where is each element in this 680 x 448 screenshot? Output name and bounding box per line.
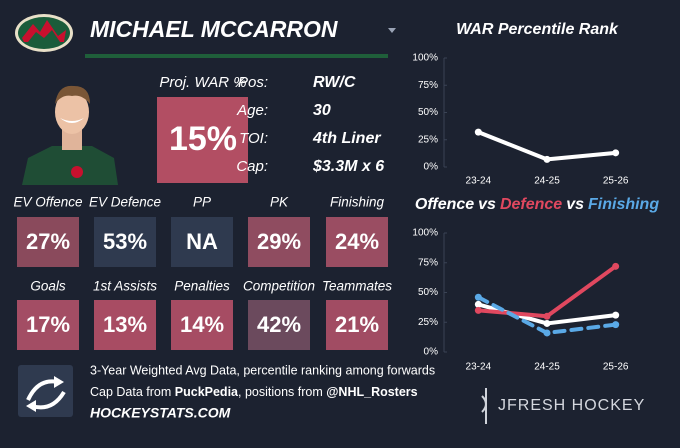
x-tick-label: 25-26 bbox=[603, 176, 629, 187]
info-label: Pos: bbox=[238, 74, 268, 91]
stat-box bbox=[171, 300, 233, 350]
point bbox=[612, 311, 620, 319]
player-name: MICHAEL MCCARRON bbox=[90, 16, 338, 42]
info-label: Cap: bbox=[236, 158, 268, 175]
stat-value: 29% bbox=[257, 229, 301, 254]
x-tick-label: 23-24 bbox=[466, 362, 492, 373]
stat-label: PK bbox=[270, 195, 289, 210]
footer-site: HOCKEYSTATS.COM bbox=[90, 405, 231, 421]
stat-label: Finishing bbox=[330, 195, 385, 210]
y-tick-label: 25% bbox=[418, 134, 438, 145]
legend-entry: Finishing bbox=[588, 196, 659, 213]
info-value: $3.3M x 6 bbox=[312, 158, 384, 175]
stat-value: 21% bbox=[335, 312, 379, 337]
dropdown-arrow[interactable] bbox=[388, 28, 396, 33]
info-value: 4th Liner bbox=[312, 130, 381, 147]
stat-label: Teammates bbox=[322, 279, 392, 294]
stat-box bbox=[94, 217, 156, 267]
footer-icon bbox=[18, 365, 73, 417]
stat-box bbox=[94, 300, 156, 350]
credit-part: @NHL_Rosters bbox=[326, 385, 417, 399]
point bbox=[543, 155, 551, 163]
team-logo bbox=[15, 14, 73, 52]
stat-label: Competition bbox=[243, 279, 315, 294]
stat-label: 1st Assists bbox=[93, 279, 157, 294]
credit-part: , positions from bbox=[238, 385, 326, 399]
y-tick-label: 100% bbox=[412, 228, 438, 239]
stat-box bbox=[17, 300, 79, 350]
point bbox=[474, 306, 482, 314]
stat-value: 27% bbox=[26, 229, 70, 254]
stat-value: 53% bbox=[103, 229, 147, 254]
x-tick-label: 23-24 bbox=[466, 176, 492, 187]
point bbox=[612, 321, 620, 329]
info-label: TOI: bbox=[239, 130, 268, 147]
stat-label: Penalties bbox=[174, 279, 230, 294]
x-tick-label: 24-25 bbox=[534, 176, 560, 187]
point bbox=[474, 128, 482, 136]
chart-title: WAR Percentile Rank bbox=[456, 21, 619, 38]
point bbox=[543, 319, 551, 327]
stat-label: PP bbox=[193, 195, 211, 210]
point bbox=[543, 312, 551, 320]
point bbox=[543, 329, 551, 337]
stat-value: 14% bbox=[180, 312, 224, 337]
legend-entry: Offence bbox=[415, 196, 474, 213]
y-tick-label: 75% bbox=[418, 257, 438, 268]
stat-grid: EV Offence 27% EV Defence 53% PP NA PK 29% Finis… bbox=[13, 195, 392, 350]
info-label: Age: bbox=[236, 102, 268, 119]
underline bbox=[85, 54, 388, 58]
brand-name: JFRESH HOCKEY bbox=[498, 397, 645, 414]
point bbox=[474, 300, 482, 308]
stat-box bbox=[248, 217, 310, 267]
point bbox=[474, 293, 482, 301]
stat-label: EV Offence bbox=[13, 195, 82, 210]
stat-box bbox=[248, 300, 310, 350]
title-joiner: vs bbox=[566, 196, 584, 213]
stat-box bbox=[326, 300, 388, 350]
stat-value: NA bbox=[186, 229, 218, 254]
stat-box bbox=[326, 217, 388, 267]
stat-value: 17% bbox=[26, 312, 70, 337]
x-tick-label: 24-25 bbox=[534, 362, 560, 373]
info-value: 30 bbox=[313, 102, 331, 119]
point bbox=[612, 149, 620, 157]
footer-credits: Cap Data from PuckPedia, positions from … bbox=[90, 385, 418, 399]
y-tick-label: 0% bbox=[424, 347, 439, 358]
stat-box bbox=[17, 217, 79, 267]
chart-title: Offence vs Defence vs Finishing bbox=[415, 196, 659, 213]
x-tick-label: 25-26 bbox=[603, 362, 629, 373]
stat-label: EV Defence bbox=[89, 195, 161, 210]
credit-part: Cap Data from bbox=[90, 385, 175, 399]
projection-box bbox=[157, 97, 248, 183]
point bbox=[612, 262, 620, 270]
player-photo bbox=[22, 85, 118, 185]
stat-value: 42% bbox=[257, 312, 301, 337]
stat-value: 24% bbox=[335, 229, 379, 254]
y-tick-label: 50% bbox=[418, 107, 438, 118]
charts: WAR Percentile Rank 0% 25% 50% 75% 100% 23-24 2… bbox=[412, 21, 659, 372]
stat-box bbox=[171, 217, 233, 267]
player-info: Pos: RW/C Age: 30 TOI: 4th Liner Cap: $3.3M x 6 bbox=[236, 74, 384, 175]
legend-entry: Defence bbox=[500, 196, 562, 213]
brand-logo bbox=[481, 388, 487, 424]
title-joiner: vs bbox=[478, 196, 496, 213]
info-value: RW/C bbox=[313, 74, 356, 91]
y-tick-label: 75% bbox=[418, 80, 438, 91]
projection-label: Proj. WAR % bbox=[159, 74, 246, 91]
credit-part: PuckPedia bbox=[175, 385, 239, 399]
footer-note: 3-Year Weighted Avg Data, percentile ran… bbox=[90, 363, 435, 377]
y-tick-label: 100% bbox=[412, 53, 438, 64]
y-tick-label: 25% bbox=[418, 317, 438, 328]
projection-value: 15% bbox=[169, 120, 237, 158]
y-tick-label: 0% bbox=[424, 162, 439, 173]
y-tick-label: 50% bbox=[418, 287, 438, 298]
stat-value: 13% bbox=[103, 312, 147, 337]
stat-label: Goals bbox=[30, 279, 66, 294]
